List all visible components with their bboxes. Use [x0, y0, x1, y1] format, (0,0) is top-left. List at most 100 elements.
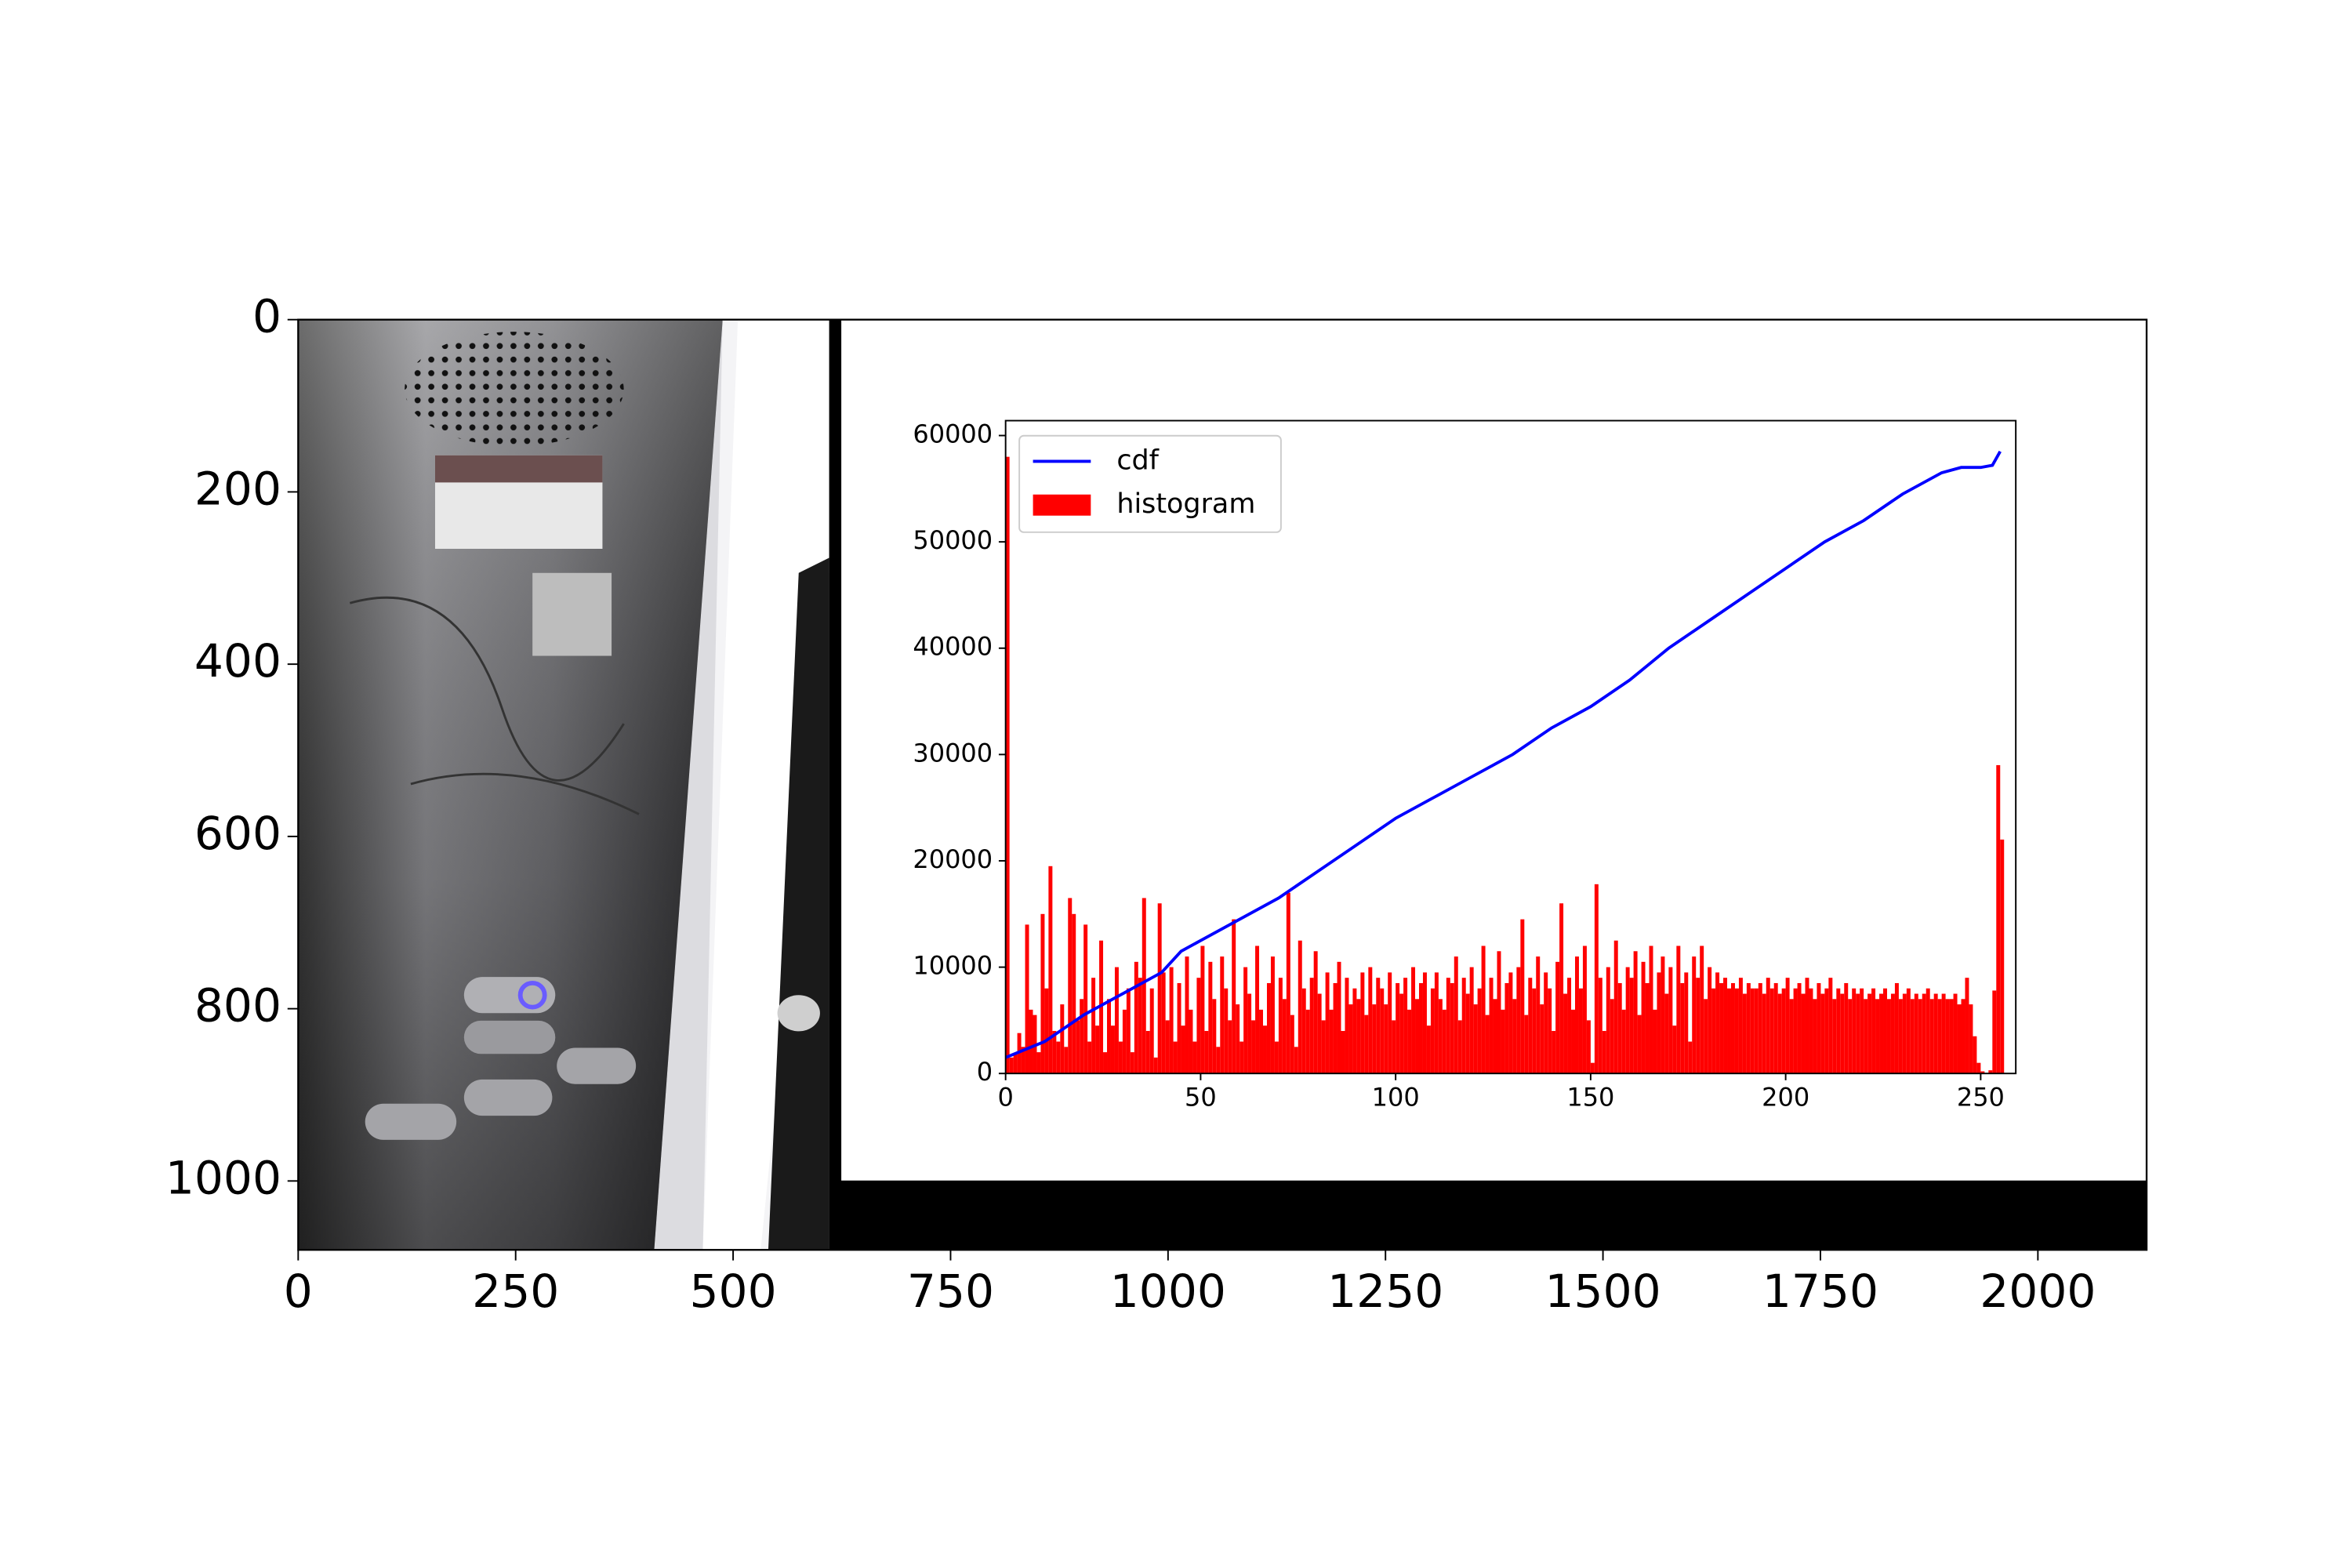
histogram-bar — [1883, 988, 1887, 1074]
histogram-bar — [1317, 993, 1322, 1074]
histogram-bar — [1914, 993, 1918, 1074]
y-tick-label: 10000 — [913, 951, 993, 981]
histogram-bar — [1396, 982, 1400, 1074]
histogram-bar — [1009, 1057, 1014, 1074]
histogram-bar — [1360, 972, 1365, 1074]
histogram-bar — [1216, 1047, 1221, 1074]
histogram-bar — [1052, 1030, 1057, 1074]
histogram-bar — [1263, 1025, 1267, 1074]
photo-scribble — [349, 596, 640, 815]
histogram-bar — [1501, 1009, 1505, 1074]
histogram-bar — [1758, 982, 1762, 1074]
histogram-bar — [1142, 898, 1146, 1074]
histogram-bar — [1309, 978, 1314, 1074]
photo-panel-shade — [298, 319, 723, 1250]
histogram-bar — [1746, 982, 1751, 1074]
histogram-bar — [1243, 967, 1248, 1074]
histogram-bar — [1044, 988, 1049, 1074]
histogram-bar — [1902, 993, 1907, 1074]
legend-label: cdf — [1116, 445, 1159, 477]
histogram-bar — [1446, 978, 1450, 1074]
histogram-bar — [1411, 967, 1416, 1074]
histogram-bar — [1305, 1009, 1310, 1074]
histogram-bar — [1840, 993, 1845, 1074]
histogram-bar — [1941, 993, 1946, 1074]
histogram-bar — [1750, 988, 1755, 1074]
histogram-bar — [1103, 1052, 1108, 1074]
histogram-bar — [1926, 988, 1930, 1074]
plot-area — [1004, 450, 2005, 1074]
histogram-bar — [1341, 1030, 1345, 1074]
histogram-bar — [1633, 951, 1638, 1074]
histogram-bar — [1438, 999, 1443, 1074]
histogram-bar — [1661, 956, 1665, 1074]
histogram-bar — [1489, 978, 1494, 1074]
histogram-bar — [1497, 951, 1501, 1074]
histogram-bar — [1232, 919, 1236, 1074]
histogram-bar — [1372, 1004, 1377, 1074]
histogram-bar — [1274, 1041, 1279, 1074]
histogram-bar — [1929, 999, 1934, 1074]
histogram-bar — [1461, 978, 1466, 1074]
histogram-bar — [1879, 993, 1884, 1074]
photo-sticker-small — [532, 572, 612, 656]
histogram-bar — [1426, 1025, 1431, 1074]
histogram-bar — [1200, 946, 1205, 1074]
histogram-bar — [1485, 1014, 1490, 1074]
y-tick-label: 50000 — [913, 525, 993, 555]
y-tick-label: 20000 — [913, 844, 993, 874]
legend: cdf histogram — [1018, 434, 1282, 533]
histogram-bar — [1450, 982, 1454, 1074]
histogram-bar — [1961, 999, 1965, 1074]
histogram-bar — [1801, 993, 1806, 1074]
histogram-bar — [1688, 1041, 1693, 1074]
legend-label: histogram — [1116, 488, 1255, 520]
photo-button — [463, 977, 556, 1014]
histogram-bar — [1742, 993, 1747, 1074]
histogram-bar — [1196, 978, 1201, 1074]
histogram-bar — [1185, 956, 1189, 1074]
histogram-bar — [1996, 764, 2001, 1074]
histogram-bar — [1465, 993, 1470, 1074]
histogram-bar — [1298, 940, 1302, 1074]
histogram-bar — [1134, 961, 1138, 1074]
histogram-bar — [1469, 967, 1474, 1074]
histogram-bar — [1886, 999, 1891, 1074]
histogram-bar — [1852, 988, 1857, 1074]
histogram-bar — [1040, 913, 1045, 1074]
histogram-bar — [1617, 982, 1622, 1074]
histogram-bar — [1945, 999, 1950, 1074]
histogram-bar — [1555, 961, 1560, 1074]
x-tick-label: 750 — [907, 1265, 994, 1318]
histogram-bar — [1723, 978, 1728, 1074]
x-tick-label: 0 — [284, 1265, 313, 1318]
histogram-bar — [1376, 978, 1381, 1074]
histogram-bar — [1738, 978, 1743, 1074]
histogram-bar — [1613, 940, 1618, 1074]
histogram-bar — [1965, 978, 1969, 1074]
x-tick-label: 100 — [1372, 1083, 1420, 1112]
y-tick-label: 600 — [194, 807, 281, 860]
photo-button-light — [517, 980, 547, 1010]
histogram-bar — [1348, 1004, 1353, 1074]
histogram-bar — [1407, 1009, 1412, 1074]
histogram-bar — [1181, 1025, 1185, 1074]
histogram-bar — [1860, 988, 1864, 1074]
histogram-bar — [1559, 903, 1564, 1074]
histogram-bar — [1056, 1041, 1061, 1074]
y-tick-label: 800 — [194, 979, 281, 1033]
histogram-bar — [1602, 1030, 1606, 1074]
histogram-bar — [1867, 993, 1872, 1074]
histogram-bar — [1610, 999, 1614, 1074]
histogram-bar — [1582, 946, 1587, 1074]
histogram-bar — [1114, 967, 1119, 1074]
histogram-bar — [1212, 999, 1217, 1074]
histogram-bar — [1676, 946, 1681, 1074]
histogram-bar — [1392, 1020, 1396, 1074]
photo-speaker — [405, 332, 624, 447]
histogram-bar — [1430, 988, 1435, 1074]
histogram-bar — [1708, 967, 1712, 1074]
histogram-bar — [1844, 982, 1849, 1074]
histogram-bar — [1781, 988, 1786, 1074]
